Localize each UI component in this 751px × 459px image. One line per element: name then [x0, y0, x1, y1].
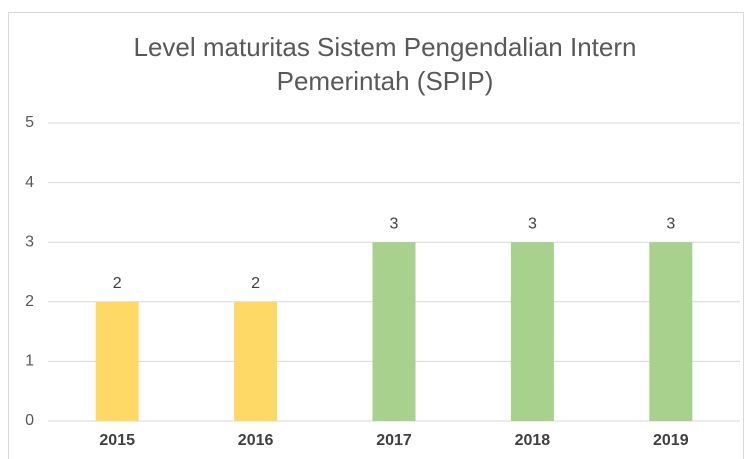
chart-frame	[8, 12, 744, 459]
bar	[372, 242, 416, 421]
y-tick-label: 3	[25, 233, 34, 250]
data-label: 3	[528, 215, 537, 232]
x-tick-label: 2018	[515, 432, 551, 449]
y-tick-label: 1	[25, 353, 34, 370]
bar	[649, 242, 693, 421]
bar	[234, 301, 278, 421]
y-tick-label: 4	[25, 174, 34, 191]
data-label: 3	[390, 215, 399, 232]
bar	[510, 242, 554, 421]
x-tick-label: 2015	[99, 432, 135, 449]
chart-title: Level maturitas Sistem Pengendalian Inte…	[133, 32, 637, 96]
data-label: 2	[251, 275, 260, 292]
y-tick-label: 2	[25, 293, 34, 310]
y-tick-label: 5	[25, 114, 34, 131]
data-label: 2	[113, 275, 122, 292]
y-tick-label: 0	[25, 412, 34, 429]
x-tick-label: 2019	[653, 432, 689, 449]
data-label: 3	[666, 215, 675, 232]
bar	[95, 301, 139, 421]
x-tick-label: 2017	[376, 432, 412, 449]
x-tick-label: 2016	[238, 432, 274, 449]
